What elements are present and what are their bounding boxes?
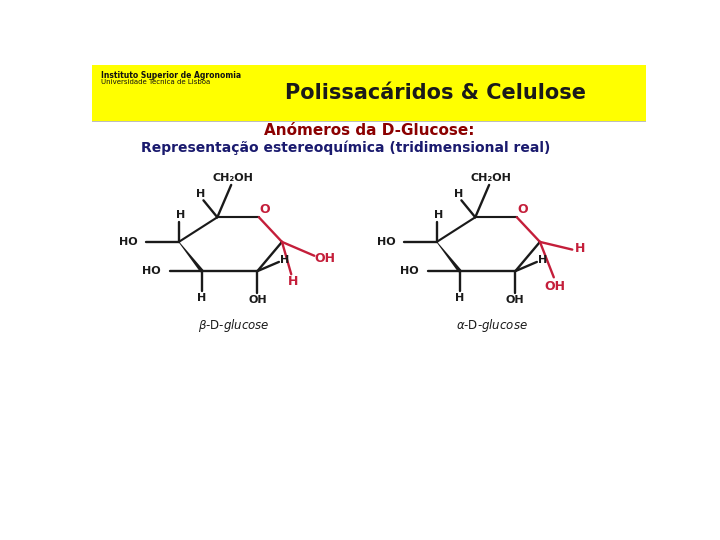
Text: H: H (196, 189, 205, 199)
Text: $\alpha$-$\sf{D}$-glucose: $\alpha$-$\sf{D}$-glucose (456, 318, 528, 334)
Bar (92, 65, 647, 121)
Text: Polissacáridos & Celulose: Polissacáridos & Celulose (285, 83, 586, 103)
Text: H: H (454, 189, 463, 199)
Text: $\beta$-$\sf{D}$-glucose: $\beta$-$\sf{D}$-glucose (199, 318, 270, 334)
Text: H: H (455, 293, 464, 303)
Text: Instituto Superior de Agronomia: Instituto Superior de Agronomia (101, 71, 241, 80)
Text: Universidade Técnica de Lisboa: Universidade Técnica de Lisboa (101, 79, 210, 85)
Text: H: H (575, 241, 585, 254)
Text: OH: OH (248, 295, 266, 306)
Text: H: H (433, 210, 443, 220)
Text: HO: HO (142, 266, 161, 276)
Text: HO: HO (400, 266, 418, 276)
Text: OH: OH (545, 280, 566, 293)
Text: H: H (281, 255, 289, 265)
Text: OH: OH (315, 252, 336, 265)
Polygon shape (436, 242, 462, 272)
Text: CH₂OH: CH₂OH (212, 173, 253, 183)
Text: O: O (518, 203, 528, 216)
Text: HO: HO (119, 237, 138, 247)
Text: H: H (176, 210, 185, 220)
Polygon shape (179, 242, 204, 272)
Text: Anómeros da D-Glucose:: Anómeros da D-Glucose: (264, 123, 474, 138)
Text: Representação estereoquímica (tridimensional real): Representação estereoquímica (tridimensi… (141, 141, 551, 155)
Text: H: H (197, 293, 207, 303)
Text: H: H (539, 255, 548, 265)
Text: OH: OH (506, 295, 525, 306)
Text: H: H (287, 275, 298, 288)
Text: HO: HO (377, 237, 395, 247)
Text: O: O (260, 203, 271, 216)
Bar (92, 65, 222, 121)
Text: CH₂OH: CH₂OH (470, 173, 511, 183)
